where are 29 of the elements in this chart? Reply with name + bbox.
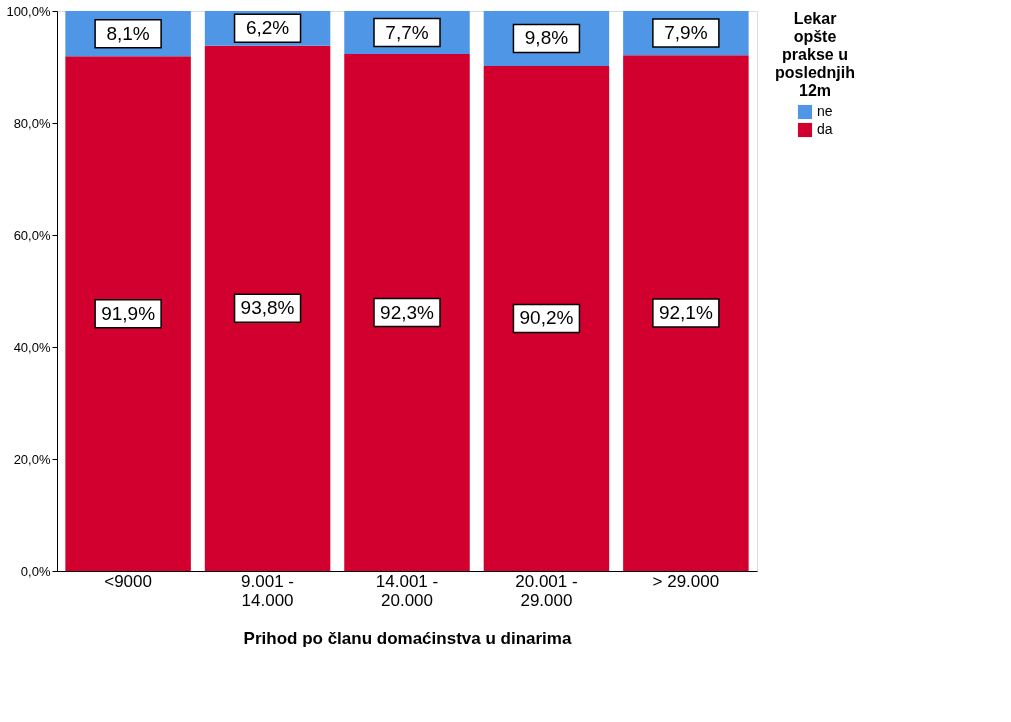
y-tick-label: 80,0% — [13, 115, 51, 131]
data-label: 6,2% — [245, 17, 290, 39]
data-label: 8,1% — [106, 22, 150, 44]
legend-label: da — [817, 121, 833, 137]
legend-label: ne — [817, 103, 833, 119]
data-label: 91,9% — [101, 302, 156, 324]
y-tick-label: 0,0% — [20, 563, 51, 579]
data-label: 9,8% — [524, 27, 569, 49]
data-label: 93,8% — [240, 297, 295, 319]
data-label: 92,3% — [380, 301, 435, 323]
y-tick-label: 100,0% — [6, 3, 51, 19]
data-label: 90,2% — [519, 307, 574, 329]
x-tick-label: 9.001 - 14.000 — [241, 571, 295, 610]
x-tick-label: 14.001 - 20.000 — [375, 571, 439, 610]
legend-title: Lekar opšte prakse u poslednjih 12m — [775, 10, 855, 99]
data-label: 7,9% — [664, 22, 708, 44]
x-tick-label: > 29.000 — [652, 571, 720, 591]
data-label: 7,7% — [385, 21, 429, 43]
bar — [483, 65, 610, 571]
y-tick-label: 60,0% — [13, 227, 51, 243]
bar — [344, 54, 470, 571]
data-label: 92,1% — [658, 302, 713, 324]
bar — [623, 55, 749, 571]
x-tick-label: 20.001 - 29.000 — [515, 571, 578, 610]
x-axis-title: Prihod po članu domaćinstva u dinarima — [243, 628, 572, 648]
x-tick-label: <9000 — [104, 571, 152, 591]
y-tick-label: 40,0% — [13, 339, 51, 355]
y-tick-label: 20,0% — [13, 451, 51, 467]
bar — [65, 56, 191, 571]
